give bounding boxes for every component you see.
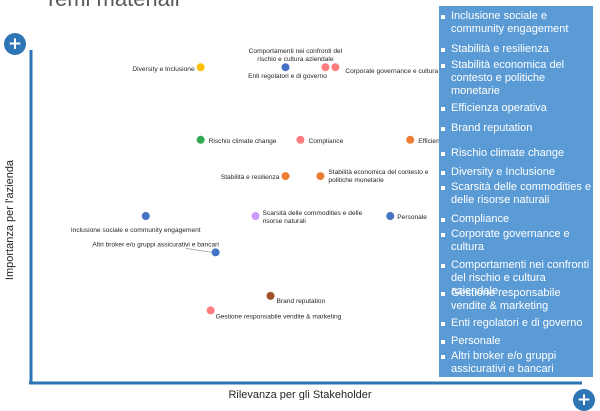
point-label: Corporate governance e cultura: [345, 68, 438, 75]
bullet-icon: [441, 171, 445, 175]
data-point: [386, 212, 395, 221]
bullet-icon: [441, 264, 445, 268]
point-label: Personale: [397, 214, 427, 221]
legend-item-label: Inclusione sociale e community engagemen…: [451, 10, 569, 35]
bullet-icon: [441, 322, 445, 326]
legend-item-label: Compliance: [451, 213, 510, 225]
point-labels: Diversity e Inclusione Enti regolatori e …: [71, 48, 476, 320]
y-axis-label: Importanza per l'azienda: [4, 159, 16, 280]
legend-item-label: Altri broker e/o gruppi assicurativi e b…: [451, 350, 557, 375]
point-label: Scarsità delle commodities e delle risors…: [263, 210, 363, 225]
point-label: Compliance: [308, 138, 343, 145]
bullet-icon: [441, 355, 445, 359]
data-point: [206, 306, 215, 315]
point-label: Brand reputation: [277, 298, 326, 305]
data-point: [331, 63, 340, 72]
point-label: Comportamenti nei confronti del rischio e…: [249, 48, 343, 63]
data-point: [141, 212, 150, 221]
legend-item-label: Enti regolatori e di governo: [451, 317, 583, 329]
point-label: Stabilità economica del contesto e politi…: [328, 169, 428, 184]
axes: [29, 50, 582, 385]
leader-lines: [185, 247, 212, 253]
legend-item-label: Brand reputation: [451, 122, 533, 134]
legend-item-label: Stabilità economica del contesto e polit…: [451, 59, 565, 97]
data-point: [321, 63, 330, 72]
legend-item-label: Scarsità delle commodities e delle risor…: [451, 181, 592, 206]
point-label: Rischio climate change: [209, 138, 277, 145]
legend-item-label: Stabilità e resilienza: [451, 43, 549, 55]
page-title: Temi materiali: [44, 0, 180, 12]
data-points: [141, 63, 415, 315]
point-label: Stabilità e resilienza: [221, 174, 280, 181]
data-point: [281, 63, 290, 72]
legend-item-label: Corporate governance e cultura: [451, 228, 570, 253]
legend-item-label: Efficienza operativa: [451, 102, 547, 114]
data-point: [296, 135, 305, 144]
legend-item-label: Personale: [451, 335, 501, 347]
point-label: Inclusione sociale e community engagemen…: [71, 227, 201, 234]
point-label: Altri broker e/o gruppi assicurativi e b…: [92, 241, 219, 248]
legend-item-label: Diversity e Inclusione: [451, 166, 555, 178]
point-label: Enti regolatori e di governo: [248, 73, 327, 80]
bullet-icon: [441, 64, 445, 68]
data-point: [281, 172, 290, 181]
legend-panel: Inclusione sociale e community engagemen…: [439, 6, 593, 377]
data-point: [316, 172, 325, 181]
legend-item-label: Gestione responsabile vendite & marketin…: [451, 287, 561, 312]
data-point: [406, 135, 415, 144]
data-point: [211, 248, 220, 257]
bullet-icon: [441, 48, 445, 52]
bullet-icon: [441, 107, 445, 111]
data-point: [251, 212, 260, 221]
legend-item-label: Comportamenti nei confronti del rischio …: [451, 259, 590, 297]
point-label: Diversity e Inclusione: [132, 66, 195, 73]
data-point: [266, 291, 275, 300]
bullet-icon: [441, 292, 445, 296]
bullet-icon: [441, 218, 445, 222]
x-axis-label: Rilevanza per gli Stakeholder: [228, 389, 371, 400]
bullet-icon: [441, 152, 445, 156]
materiality-chart: Diversity e Inclusione Enti regolatori e …: [4, 48, 582, 400]
bullet-icon: [441, 186, 445, 190]
bullet-icon: [441, 127, 445, 131]
point-label: Gestione responsabile vendite & marketin…: [216, 313, 342, 320]
bullet-icon: [441, 15, 445, 19]
y-axis-plus-icon: +: [4, 33, 26, 55]
data-point: [196, 135, 205, 144]
legend-item-label: Rischio climate change: [451, 147, 565, 159]
leader-line: [185, 247, 212, 253]
bullet-icon: [441, 233, 445, 237]
x-axis-plus-icon: +: [573, 389, 595, 411]
bullet-icon: [441, 340, 445, 344]
data-point: [196, 63, 205, 72]
